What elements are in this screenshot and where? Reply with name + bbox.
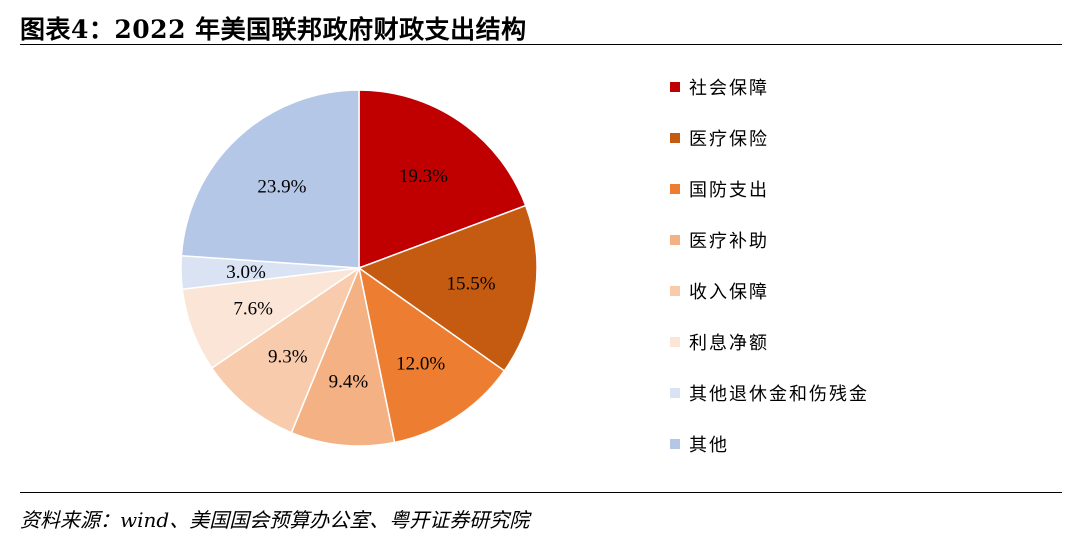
pie-slice-4: [210, 265, 361, 434]
pie-chart: 19.3% 15.5% 12.0% 9.4% 9.3% 7.6% 3.0% 23.9%: [180, 89, 538, 447]
pie-label-4: 9.3%: [268, 347, 308, 368]
pie-label-0: 19.3%: [399, 166, 448, 187]
legend-swatch-4: [670, 286, 680, 296]
legend-swatch-1: [670, 133, 680, 143]
legend-item-2: 国防支出: [670, 174, 769, 204]
legend-item-7: 其他: [670, 429, 729, 459]
pie-slice-3: [290, 265, 396, 447]
pie-label-5: 7.6%: [233, 299, 273, 320]
legend-item-1: 医疗保险: [670, 123, 769, 153]
legend-item-5: 利息净额: [670, 327, 769, 357]
title-rule: [20, 44, 1062, 45]
legend-label-5: 利息净额: [689, 333, 769, 354]
legend-item-0: 社会保障: [670, 72, 769, 102]
legend-swatch-7: [670, 439, 680, 449]
legend-swatch-3: [670, 235, 680, 245]
legend-label-6: 其他退休金和伤残金: [689, 384, 869, 405]
legend-label-1: 医疗保险: [689, 129, 769, 150]
legend-label-7: 其他: [689, 435, 729, 456]
legend-item-6: 其他退休金和伤残金: [670, 378, 869, 408]
legend-item-4: 收入保障: [670, 276, 769, 306]
legend-label-3: 医疗补助: [689, 231, 769, 252]
legend-swatch-2: [670, 184, 680, 194]
source-rule: [20, 492, 1062, 493]
legend-label-4: 收入保障: [689, 282, 769, 303]
legend-swatch-5: [670, 337, 680, 347]
legend-item-3: 医疗补助: [670, 225, 769, 255]
pie-label-1: 15.5%: [447, 274, 496, 295]
pie-label-6: 3.0%: [226, 262, 266, 283]
pie-label-7: 23.9%: [257, 176, 306, 197]
pie-slice-7: [180, 89, 360, 269]
pie-label-3: 9.4%: [329, 372, 369, 393]
pie-label-2: 12.0%: [396, 354, 445, 375]
chart-title: 图表4：2022 年美国联邦政府财政支出结构: [20, 15, 527, 44]
pie-slice-0: [358, 89, 527, 270]
pie-slice-2: [357, 266, 506, 444]
pie-slice-1: [357, 204, 538, 372]
legend-swatch-0: [670, 82, 680, 92]
legend-swatch-6: [670, 388, 680, 398]
legend-label-0: 社会保障: [689, 78, 769, 99]
legend-label-2: 国防支出: [689, 180, 769, 201]
source-note: 资料来源：wind、美国国会预算办公室、粤开证券研究院: [20, 508, 530, 532]
